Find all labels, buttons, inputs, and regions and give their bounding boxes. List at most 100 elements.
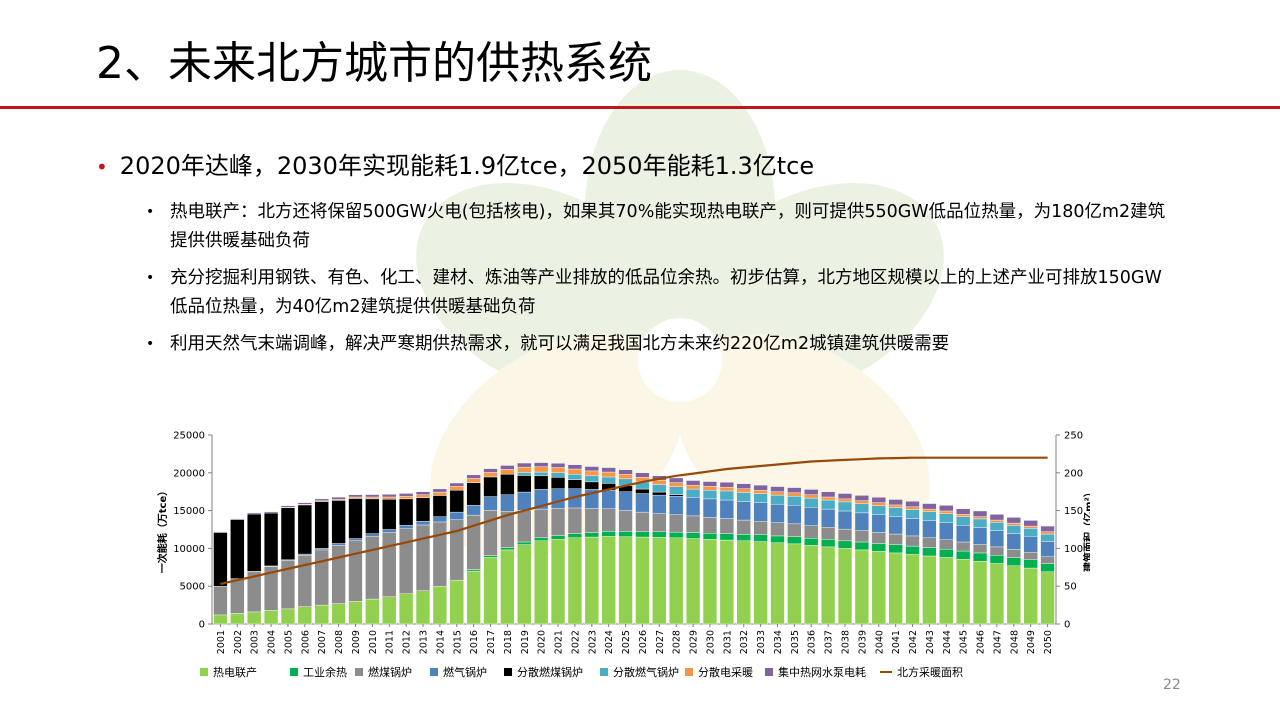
bar-segment <box>500 474 515 495</box>
x-tick-label: 2002 <box>233 630 244 654</box>
bar-segment <box>500 549 515 625</box>
bar-segment <box>905 506 920 510</box>
x-tick-label: 2007 <box>317 630 328 654</box>
bar-segment <box>820 508 836 528</box>
x-tick-label: 2006 <box>300 630 311 654</box>
bar-segment <box>922 508 937 512</box>
legend-swatch <box>765 668 773 676</box>
bar-segment <box>263 610 279 625</box>
bar-segment <box>719 499 734 519</box>
bar-segment <box>939 539 954 550</box>
bar-segment <box>702 517 718 534</box>
bar-segment <box>719 482 734 488</box>
legend-swatch <box>685 668 693 676</box>
bar-segment <box>939 548 954 558</box>
bar-segment <box>989 555 1005 564</box>
y2-tick-label: 150 <box>1064 506 1083 517</box>
bar-segment <box>1006 549 1021 558</box>
bar-segment <box>432 491 448 496</box>
bar-segment <box>213 531 228 533</box>
x-tick-label: 2037 <box>824 630 835 654</box>
bar-segment <box>398 593 414 625</box>
bar-segment <box>415 494 431 498</box>
bar-segment <box>1040 531 1055 535</box>
bar-segment <box>804 494 819 499</box>
bar-segment <box>871 505 886 515</box>
bar-segment <box>348 494 363 498</box>
bar-segment <box>432 488 448 493</box>
bar-segment <box>719 539 734 625</box>
bar-segment <box>1040 556 1055 564</box>
bar-segment <box>534 475 549 490</box>
bar-segment <box>770 486 785 492</box>
x-tick-label: 2035 <box>790 630 801 654</box>
bar-segment <box>888 533 903 545</box>
bar-segment <box>888 499 903 506</box>
bar-segment <box>888 544 903 554</box>
bar-segment <box>382 494 397 498</box>
x-tick-label: 2018 <box>503 630 514 654</box>
bar-segment <box>652 491 667 496</box>
bar-segment <box>483 510 498 556</box>
legend-label: 北方采暖面积 <box>897 665 963 679</box>
sub-bullet-item: 充分挖掘利用钢铁、有色、化工、建材、炼油等产业排放的低品位余热。初步估算，北方地… <box>146 264 1176 322</box>
bar-segment <box>1023 520 1038 527</box>
bar-segment <box>888 552 903 625</box>
bar-segment <box>415 590 431 625</box>
x-tick-label: 2003 <box>250 630 261 654</box>
bar-segment <box>618 469 633 475</box>
legend-label: 燃煤锅炉 <box>368 665 412 679</box>
bar-segment <box>736 501 751 521</box>
x-tick-label: 2047 <box>992 630 1003 654</box>
bar-segment <box>669 514 684 533</box>
bar-segment <box>1006 565 1021 625</box>
y2-axis-title: 建筑面积（亿m²） <box>1082 487 1090 573</box>
bar-segment <box>939 557 954 625</box>
bar-segment <box>449 489 464 513</box>
bar-segment <box>517 462 532 468</box>
bar-segment <box>972 510 988 517</box>
bar-segment <box>719 518 734 534</box>
bar-segment <box>1040 533 1055 542</box>
bar-segment <box>550 535 566 540</box>
bar-segment <box>770 522 785 537</box>
bar-segment <box>314 604 329 625</box>
x-tick-label: 2032 <box>739 630 750 654</box>
bar-segment <box>1023 525 1038 529</box>
x-tick-label: 2025 <box>621 630 632 654</box>
bar-segment <box>466 569 481 572</box>
bar-segment <box>956 559 971 625</box>
bar-segment <box>956 541 971 552</box>
bar-segment <box>702 498 718 518</box>
bar-segment <box>466 474 481 479</box>
title-divider <box>0 106 1280 109</box>
x-tick-label: 2011 <box>385 630 396 654</box>
bar-segment <box>820 539 836 548</box>
bar-segment <box>618 536 633 625</box>
x-tick-label: 2012 <box>402 630 413 654</box>
bar-segment <box>365 496 380 500</box>
bar-segment <box>500 465 515 470</box>
bar-segment <box>466 570 481 625</box>
y2-tick-label: 100 <box>1064 544 1083 555</box>
bar-segment <box>736 519 751 535</box>
bar-segment <box>483 555 498 558</box>
bar-segment <box>922 503 937 510</box>
bar-segment <box>837 540 853 549</box>
x-tick-label: 2001 <box>216 630 227 654</box>
x-tick-label: 2014 <box>435 630 446 654</box>
bullet-marker: • <box>96 155 108 179</box>
bar-segment <box>820 527 836 540</box>
bar-segment <box>314 501 329 549</box>
bar-segment <box>483 476 498 497</box>
bar-segment <box>415 497 431 522</box>
bar-segment <box>534 540 549 625</box>
legend-swatch <box>355 668 363 676</box>
x-tick-label: 2049 <box>1026 630 1037 654</box>
bar-segment <box>804 537 819 546</box>
bar-segment <box>432 495 448 517</box>
bar-segment <box>382 596 397 625</box>
bar-segment <box>280 608 296 625</box>
bar-segment <box>956 516 971 526</box>
x-tick-label: 2033 <box>756 630 767 654</box>
